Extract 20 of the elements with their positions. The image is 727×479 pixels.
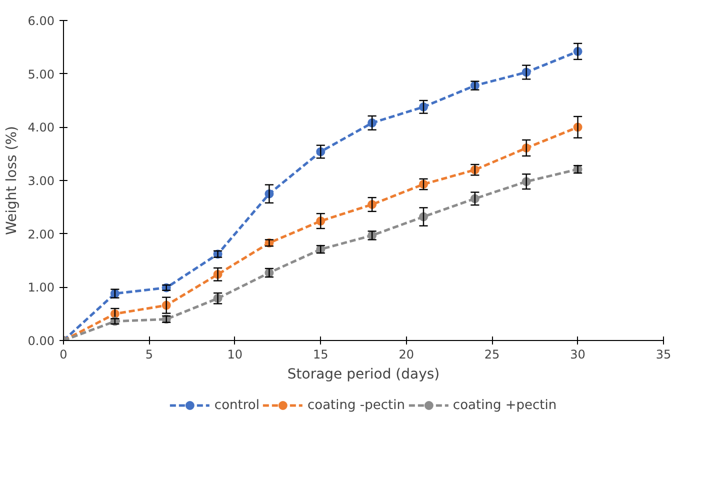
x-tick-label: 25: [484, 348, 500, 362]
y-tick-label: 1.00: [28, 280, 54, 295]
x-tick-label: 20: [398, 348, 414, 362]
y-tick-label: 2.00: [28, 227, 54, 242]
y-tick-label: 3.00: [28, 174, 54, 188]
legend-label: coating -pectin: [307, 398, 405, 412]
x-tick-label: 0: [60, 348, 68, 362]
y-tick-label: 6.00: [28, 14, 54, 28]
x-tick-label: 5: [145, 348, 154, 362]
y-tick-label: 4.00: [28, 120, 54, 135]
legend-label: control: [214, 398, 260, 412]
legend-label: coating +pectin: [452, 398, 557, 412]
x-tick-label: 35: [656, 348, 672, 362]
y-tick-label: 0.00: [28, 334, 54, 348]
x-tick-label: 10: [227, 348, 243, 362]
y-axis-title: Weight loss (%): [4, 126, 20, 235]
x-axis-title: Storage period (days): [287, 366, 440, 382]
y-tick-label: 5.00: [28, 67, 54, 82]
x-tick-label: 15: [313, 348, 328, 362]
x-tick-label: 30: [570, 348, 586, 362]
